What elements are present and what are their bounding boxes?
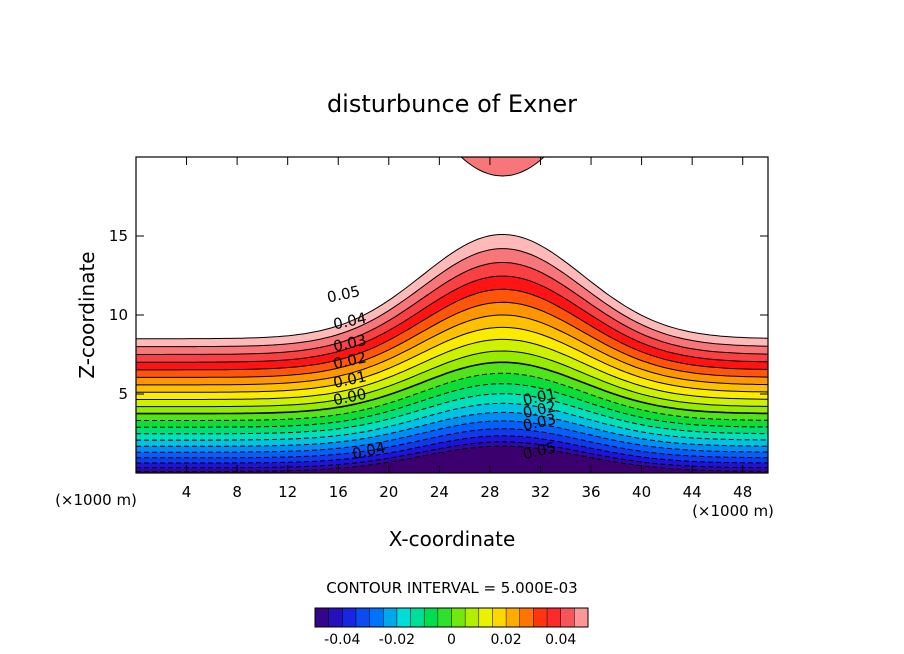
x-tick-label: 24 xyxy=(430,483,449,501)
colorbar-swatch xyxy=(410,608,425,627)
x-unit-label-right: (×1000 m) xyxy=(692,502,774,520)
contour-line xyxy=(136,428,768,459)
contour-line xyxy=(136,383,768,428)
chart-title: disturbunce of Exner xyxy=(327,90,577,118)
colorbar-tick-label: 0.02 xyxy=(491,632,522,648)
colorbar-swatch xyxy=(465,608,480,627)
colorbar-swatch xyxy=(328,608,343,627)
colorbar-swatch xyxy=(396,608,411,627)
colorbar-swatch xyxy=(519,608,534,627)
colorbar-swatch xyxy=(492,608,507,627)
contour-line xyxy=(136,326,768,393)
contour-line xyxy=(136,262,768,355)
colorbar-frame xyxy=(314,607,589,628)
colorbar-swatch xyxy=(424,608,439,627)
colorbar-swatch xyxy=(369,608,384,627)
colorbar-tick-label: 0 xyxy=(447,632,456,648)
y-axis-label: Z-coordinate xyxy=(75,251,99,378)
contour-line xyxy=(136,301,768,378)
y-tick-label: 5 xyxy=(118,385,128,403)
contour-line xyxy=(136,372,768,421)
colorbar-ticks: -0.04 -0.02 0 0.02 0.04 xyxy=(324,632,576,648)
colorbar-swatch xyxy=(506,608,521,627)
contour-line xyxy=(136,435,768,464)
colorbar-swatch xyxy=(533,608,548,627)
x-unit-label-left: (×1000 m) xyxy=(55,491,137,509)
x-axis-ticks: 4 8 12 16 20 24 28 32 36 40 44 48 xyxy=(182,157,752,501)
x-tick-label: 32 xyxy=(531,483,550,501)
contour-line xyxy=(136,361,768,415)
contour-line xyxy=(136,234,768,340)
contour-line xyxy=(136,441,768,469)
colorbar-swatch xyxy=(315,608,329,627)
colorbar xyxy=(314,608,589,627)
colorbar-swatch xyxy=(547,608,561,627)
colorbar-swatch xyxy=(355,608,370,627)
contour-line xyxy=(136,420,768,453)
x-tick-label: 8 xyxy=(232,483,242,501)
colorbar-tick-label: -0.04 xyxy=(324,632,360,648)
colorbar-tick-label: 0.04 xyxy=(545,632,576,648)
y-tick-label: 10 xyxy=(109,306,128,324)
contour-line xyxy=(136,402,768,441)
contour-line xyxy=(136,411,768,447)
contour-line xyxy=(136,288,768,371)
y-tick-label: 15 xyxy=(109,227,128,245)
contour-line xyxy=(136,350,768,408)
x-tick-label: 12 xyxy=(278,483,297,501)
contour-line xyxy=(136,314,768,386)
contour-line xyxy=(136,445,768,472)
contour-line xyxy=(136,248,768,348)
x-tick-label: 20 xyxy=(379,483,398,501)
contour-line xyxy=(136,275,768,363)
x-tick-label: 48 xyxy=(733,483,752,501)
colorbar-swatch xyxy=(574,608,589,627)
colorbar-swatch xyxy=(451,608,466,627)
x-axis-label: X-coordinate xyxy=(389,527,516,551)
x-tick-label: 44 xyxy=(683,483,702,501)
colorbar-swatch xyxy=(560,608,575,627)
colorbar-swatch xyxy=(478,608,493,627)
colorbar-swatch xyxy=(437,608,452,627)
contour-band xyxy=(136,446,768,473)
x-tick-label: 16 xyxy=(329,483,348,501)
y-axis-ticks: 5 10 15 xyxy=(109,227,768,403)
contour-interval-text: CONTOUR INTERVAL = 5.000E-03 xyxy=(326,579,577,597)
colorbar-tick-label: -0.02 xyxy=(379,632,415,648)
contour-line xyxy=(136,338,768,400)
x-tick-label: 28 xyxy=(480,483,499,501)
x-tick-label: 36 xyxy=(581,483,600,501)
colorbar-swatch xyxy=(383,608,398,627)
contour-line xyxy=(136,393,768,435)
upper-lobe xyxy=(460,157,545,177)
x-tick-label: 40 xyxy=(632,483,651,501)
x-tick-label: 4 xyxy=(182,483,192,501)
colorbar-swatch xyxy=(342,608,357,627)
contour-lines xyxy=(136,234,768,472)
contour-fills xyxy=(136,157,768,473)
